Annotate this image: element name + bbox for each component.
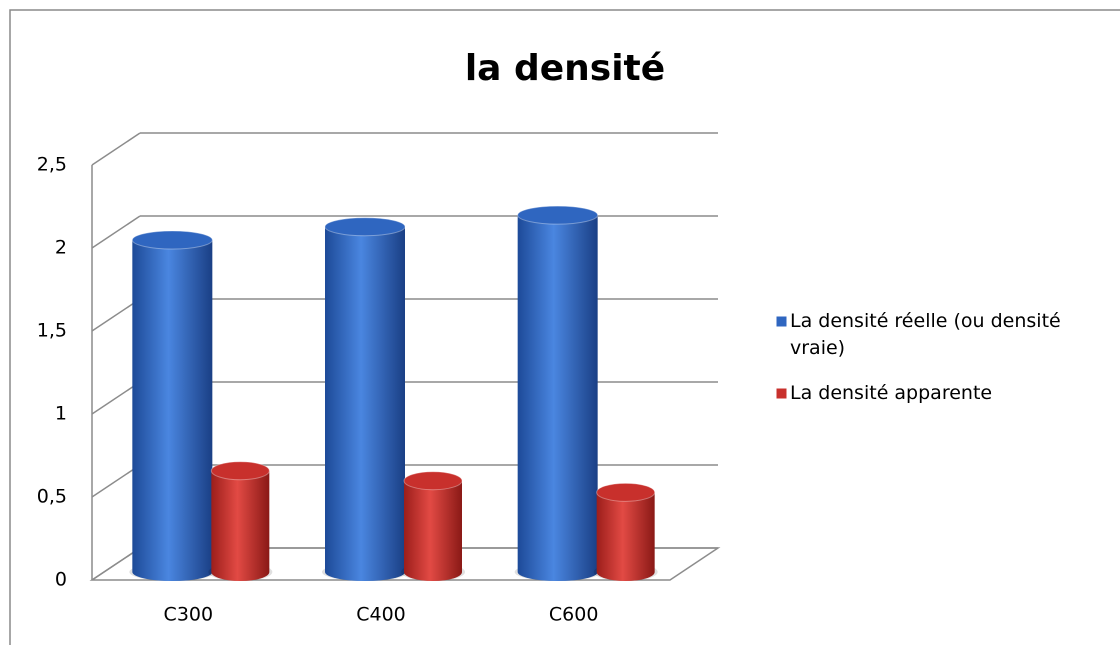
bar — [211, 470, 270, 581]
y-tick-label: 1,5 — [37, 320, 67, 342]
y-tick-label: 1 — [55, 403, 67, 425]
bar — [517, 215, 598, 581]
bar-top — [517, 205, 599, 225]
legend-label: La densité réelle (ou densité vraie) — [790, 310, 1061, 359]
chart-title: la densité — [465, 48, 665, 89]
grid-diagonal — [91, 298, 141, 332]
legend-swatch — [775, 387, 788, 400]
x-tick-label: C300 — [164, 604, 214, 626]
bar — [325, 226, 405, 581]
bar — [404, 480, 462, 581]
grid-diagonal — [91, 547, 141, 581]
bar — [596, 492, 655, 581]
bar-top — [131, 230, 213, 250]
legend-swatch — [775, 315, 788, 328]
bar-top — [596, 482, 656, 502]
x-tick-label: C600 — [549, 604, 599, 626]
y-tick-label: 0 — [55, 569, 67, 591]
bar-top — [210, 461, 270, 481]
grid-diagonal — [91, 215, 141, 249]
y-tick-label: 0,5 — [37, 486, 67, 508]
chart-frame — [9, 9, 1120, 645]
bar — [132, 240, 213, 581]
x-tick-label: C400 — [356, 604, 406, 626]
y-tick-label: 2 — [55, 237, 67, 259]
grid-diagonal — [91, 464, 141, 498]
y-tick-label: 2,5 — [37, 154, 67, 176]
legend-label: La densité apparente — [790, 382, 993, 404]
bar-top — [403, 471, 463, 491]
bar-top — [324, 217, 406, 237]
grid-diagonal — [91, 381, 141, 415]
grid-diagonal — [91, 132, 141, 166]
